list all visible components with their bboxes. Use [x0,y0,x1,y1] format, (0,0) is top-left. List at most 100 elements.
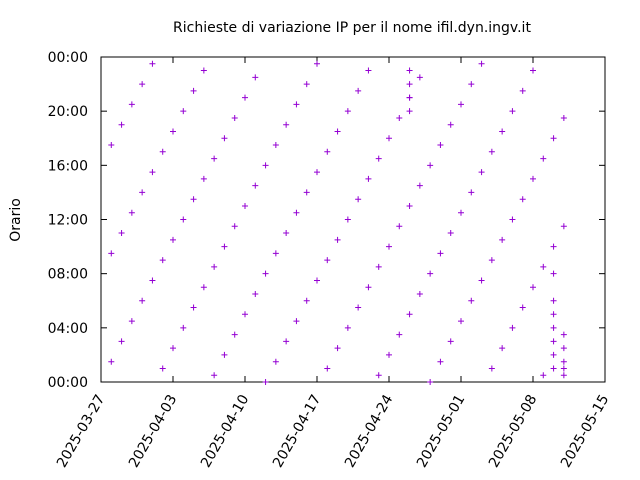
point [499,345,506,352]
point [344,216,351,223]
point [344,324,351,331]
point [211,263,218,270]
point [406,202,413,209]
point [159,365,166,372]
point [509,216,516,223]
point [334,236,341,243]
point [540,263,547,270]
point [406,81,413,88]
point [550,297,557,304]
point [406,94,413,101]
y-tick-label: 04:00 [48,321,88,337]
point [478,277,485,284]
point [560,372,567,379]
point [283,121,290,128]
y-tick-label: 00:00 [48,50,88,66]
point [530,67,536,74]
point [170,236,176,243]
point [550,135,557,142]
point [180,108,187,115]
point [334,128,341,135]
x-tick-label: 2025-05-01 [414,392,469,470]
point [509,324,516,331]
point [108,358,115,365]
point [149,277,156,284]
point [550,311,557,318]
point [550,365,557,372]
point [530,284,536,291]
point [231,223,238,230]
x-tick-label: 2025-05-08 [486,392,541,470]
point [190,87,197,94]
point [118,338,125,345]
point [118,230,125,237]
x-tick-label: 2025-05-15 [558,392,613,470]
point [560,223,567,230]
point [550,351,557,358]
point [242,202,248,209]
point [149,60,156,67]
point [252,182,259,189]
point [478,169,485,176]
point [355,87,362,94]
point [283,338,290,345]
point [355,196,362,203]
point [283,230,290,237]
point [314,60,320,67]
point [293,318,300,325]
point [180,324,187,331]
point [468,297,475,304]
point [550,324,557,331]
x-tick-label: 2025-04-10 [198,392,253,470]
point [386,243,392,250]
point [272,358,279,365]
point [324,365,331,372]
point [200,175,207,182]
point [406,108,413,115]
y-tick-label: 08:00 [48,267,88,283]
point [211,372,218,379]
point [488,148,495,155]
point [458,209,464,216]
point [468,81,475,88]
point [560,345,567,352]
point [344,108,351,115]
point [324,148,331,155]
point [447,338,454,345]
point [139,297,146,304]
point [252,290,259,297]
y-tick-label: 20:00 [48,104,88,120]
point [540,155,547,162]
point [560,114,567,121]
point [488,257,495,264]
point [530,175,536,182]
point [416,182,423,189]
point [314,277,320,284]
x-tick-label: 2025-03-27 [54,392,109,470]
point [560,365,567,372]
point [396,331,403,338]
point [200,67,207,74]
y-tick-label: 00:00 [48,375,88,391]
point [375,263,382,270]
x-tick-label: 2025-04-03 [126,392,181,470]
point [139,189,146,196]
point [108,142,115,149]
point [519,304,526,311]
point [314,169,320,176]
point [386,135,392,142]
point [272,142,279,149]
point [252,74,259,81]
point [416,290,423,297]
point [355,304,362,311]
point [108,250,115,257]
point [231,331,238,338]
y-axis-label: Orario [8,198,24,242]
point [334,345,341,352]
point [365,67,372,74]
point [293,101,300,108]
plot-frame [100,56,606,383]
point [396,223,403,230]
point [365,175,372,182]
point [540,372,547,379]
